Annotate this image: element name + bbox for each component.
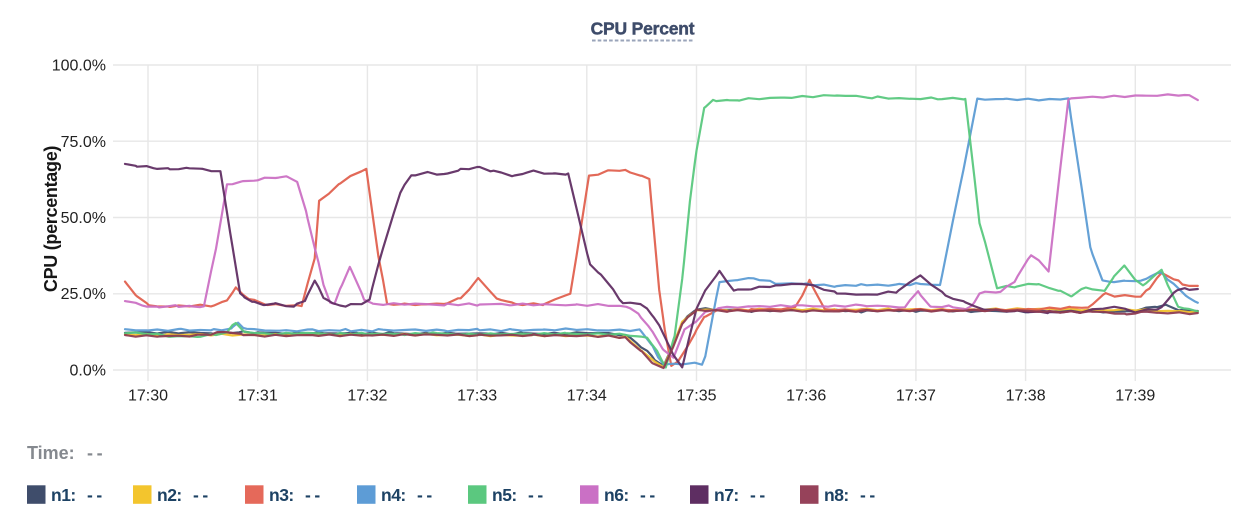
svg-text:Time:: Time: xyxy=(27,443,75,463)
svg-text:n2:: n2: xyxy=(157,485,182,505)
svg-text:25.0%: 25.0% xyxy=(61,286,106,303)
svg-text:17:31: 17:31 xyxy=(238,388,278,405)
svg-text:17:36: 17:36 xyxy=(786,388,826,405)
svg-text:n4:: n4: xyxy=(381,485,406,505)
svg-text:17:32: 17:32 xyxy=(347,388,387,405)
svg-text:17:34: 17:34 xyxy=(567,388,607,405)
svg-text:17:37: 17:37 xyxy=(896,388,936,405)
svg-text:- -: - - xyxy=(750,485,765,505)
svg-text:0.0%: 0.0% xyxy=(70,363,106,380)
svg-text:17:39: 17:39 xyxy=(1115,388,1155,405)
svg-text:n3:: n3: xyxy=(269,485,294,505)
svg-text:n6:: n6: xyxy=(604,485,629,505)
svg-text:- -: - - xyxy=(528,485,543,505)
svg-text:50.0%: 50.0% xyxy=(61,210,106,227)
svg-text:17:33: 17:33 xyxy=(457,388,497,405)
svg-text:- -: - - xyxy=(640,485,655,505)
svg-text:n1:: n1: xyxy=(51,485,76,505)
svg-text:17:38: 17:38 xyxy=(1006,388,1046,405)
svg-text:n5:: n5: xyxy=(492,485,517,505)
svg-text:- -: - - xyxy=(193,485,208,505)
svg-text:- -: - - xyxy=(305,485,320,505)
svg-text:- -: - - xyxy=(87,443,103,463)
svg-text:17:35: 17:35 xyxy=(676,388,716,405)
svg-text:CPU Percent: CPU Percent xyxy=(591,19,695,39)
svg-text:- -: - - xyxy=(860,485,875,505)
svg-text:75.0%: 75.0% xyxy=(61,134,106,151)
svg-text:n7:: n7: xyxy=(714,485,739,505)
svg-text:100.0%: 100.0% xyxy=(52,58,106,75)
svg-text:- -: - - xyxy=(417,485,432,505)
svg-text:n8:: n8: xyxy=(824,485,849,505)
svg-text:- -: - - xyxy=(87,485,102,505)
svg-text:CPU (percentage): CPU (percentage) xyxy=(41,146,61,293)
svg-text:17:30: 17:30 xyxy=(128,388,168,405)
